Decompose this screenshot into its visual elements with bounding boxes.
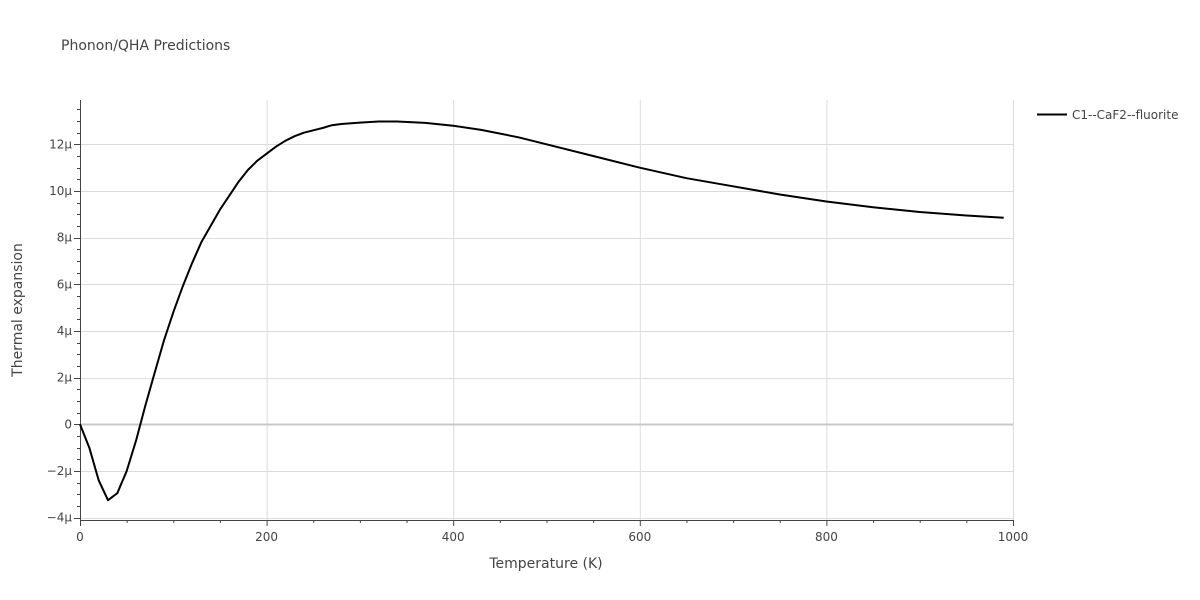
y-tick-label-0: −4μ (47, 511, 73, 525)
y-tick-label-7: 10μ (49, 184, 72, 198)
chart-title: Phonon/QHA Predictions (61, 38, 230, 54)
y-tick-label-1: −2μ (47, 464, 73, 478)
y-tick-label-2: 0 (64, 417, 72, 431)
y-tick-label-8: 12μ (49, 137, 72, 151)
axes-layer: 0 200 400 600 800 1000 −4μ −2μ 0 2μ 4μ 6μ 8μ 10μ 12μ (47, 100, 1029, 544)
y-axis-title: Thermal expansion (10, 243, 26, 378)
legend-label: C1--CaF2--fluorite (1072, 108, 1178, 122)
y-tick-label-6: 8μ (57, 231, 73, 245)
x-tick-label-2: 400 (442, 530, 465, 544)
series-line-0 (79, 120, 1004, 502)
x-tick-label-1: 200 (255, 530, 278, 544)
x-tick-label-5: 1000 (998, 530, 1029, 544)
series-layer (79, 120, 1004, 502)
y-tick-label-3: 2μ (57, 371, 73, 385)
y-tick-label-4: 4μ (57, 324, 73, 338)
grid-layer (80, 100, 1014, 520)
y-tick-label-5: 6μ (57, 277, 73, 291)
x-tick-label-4: 800 (815, 530, 838, 544)
x-tick-label-0: 0 (76, 530, 84, 544)
x-tick-label-3: 600 (628, 530, 651, 544)
x-axis-title: Temperature (K) (488, 556, 602, 572)
legend[interactable]: C1--CaF2--fluorite (1037, 108, 1178, 122)
